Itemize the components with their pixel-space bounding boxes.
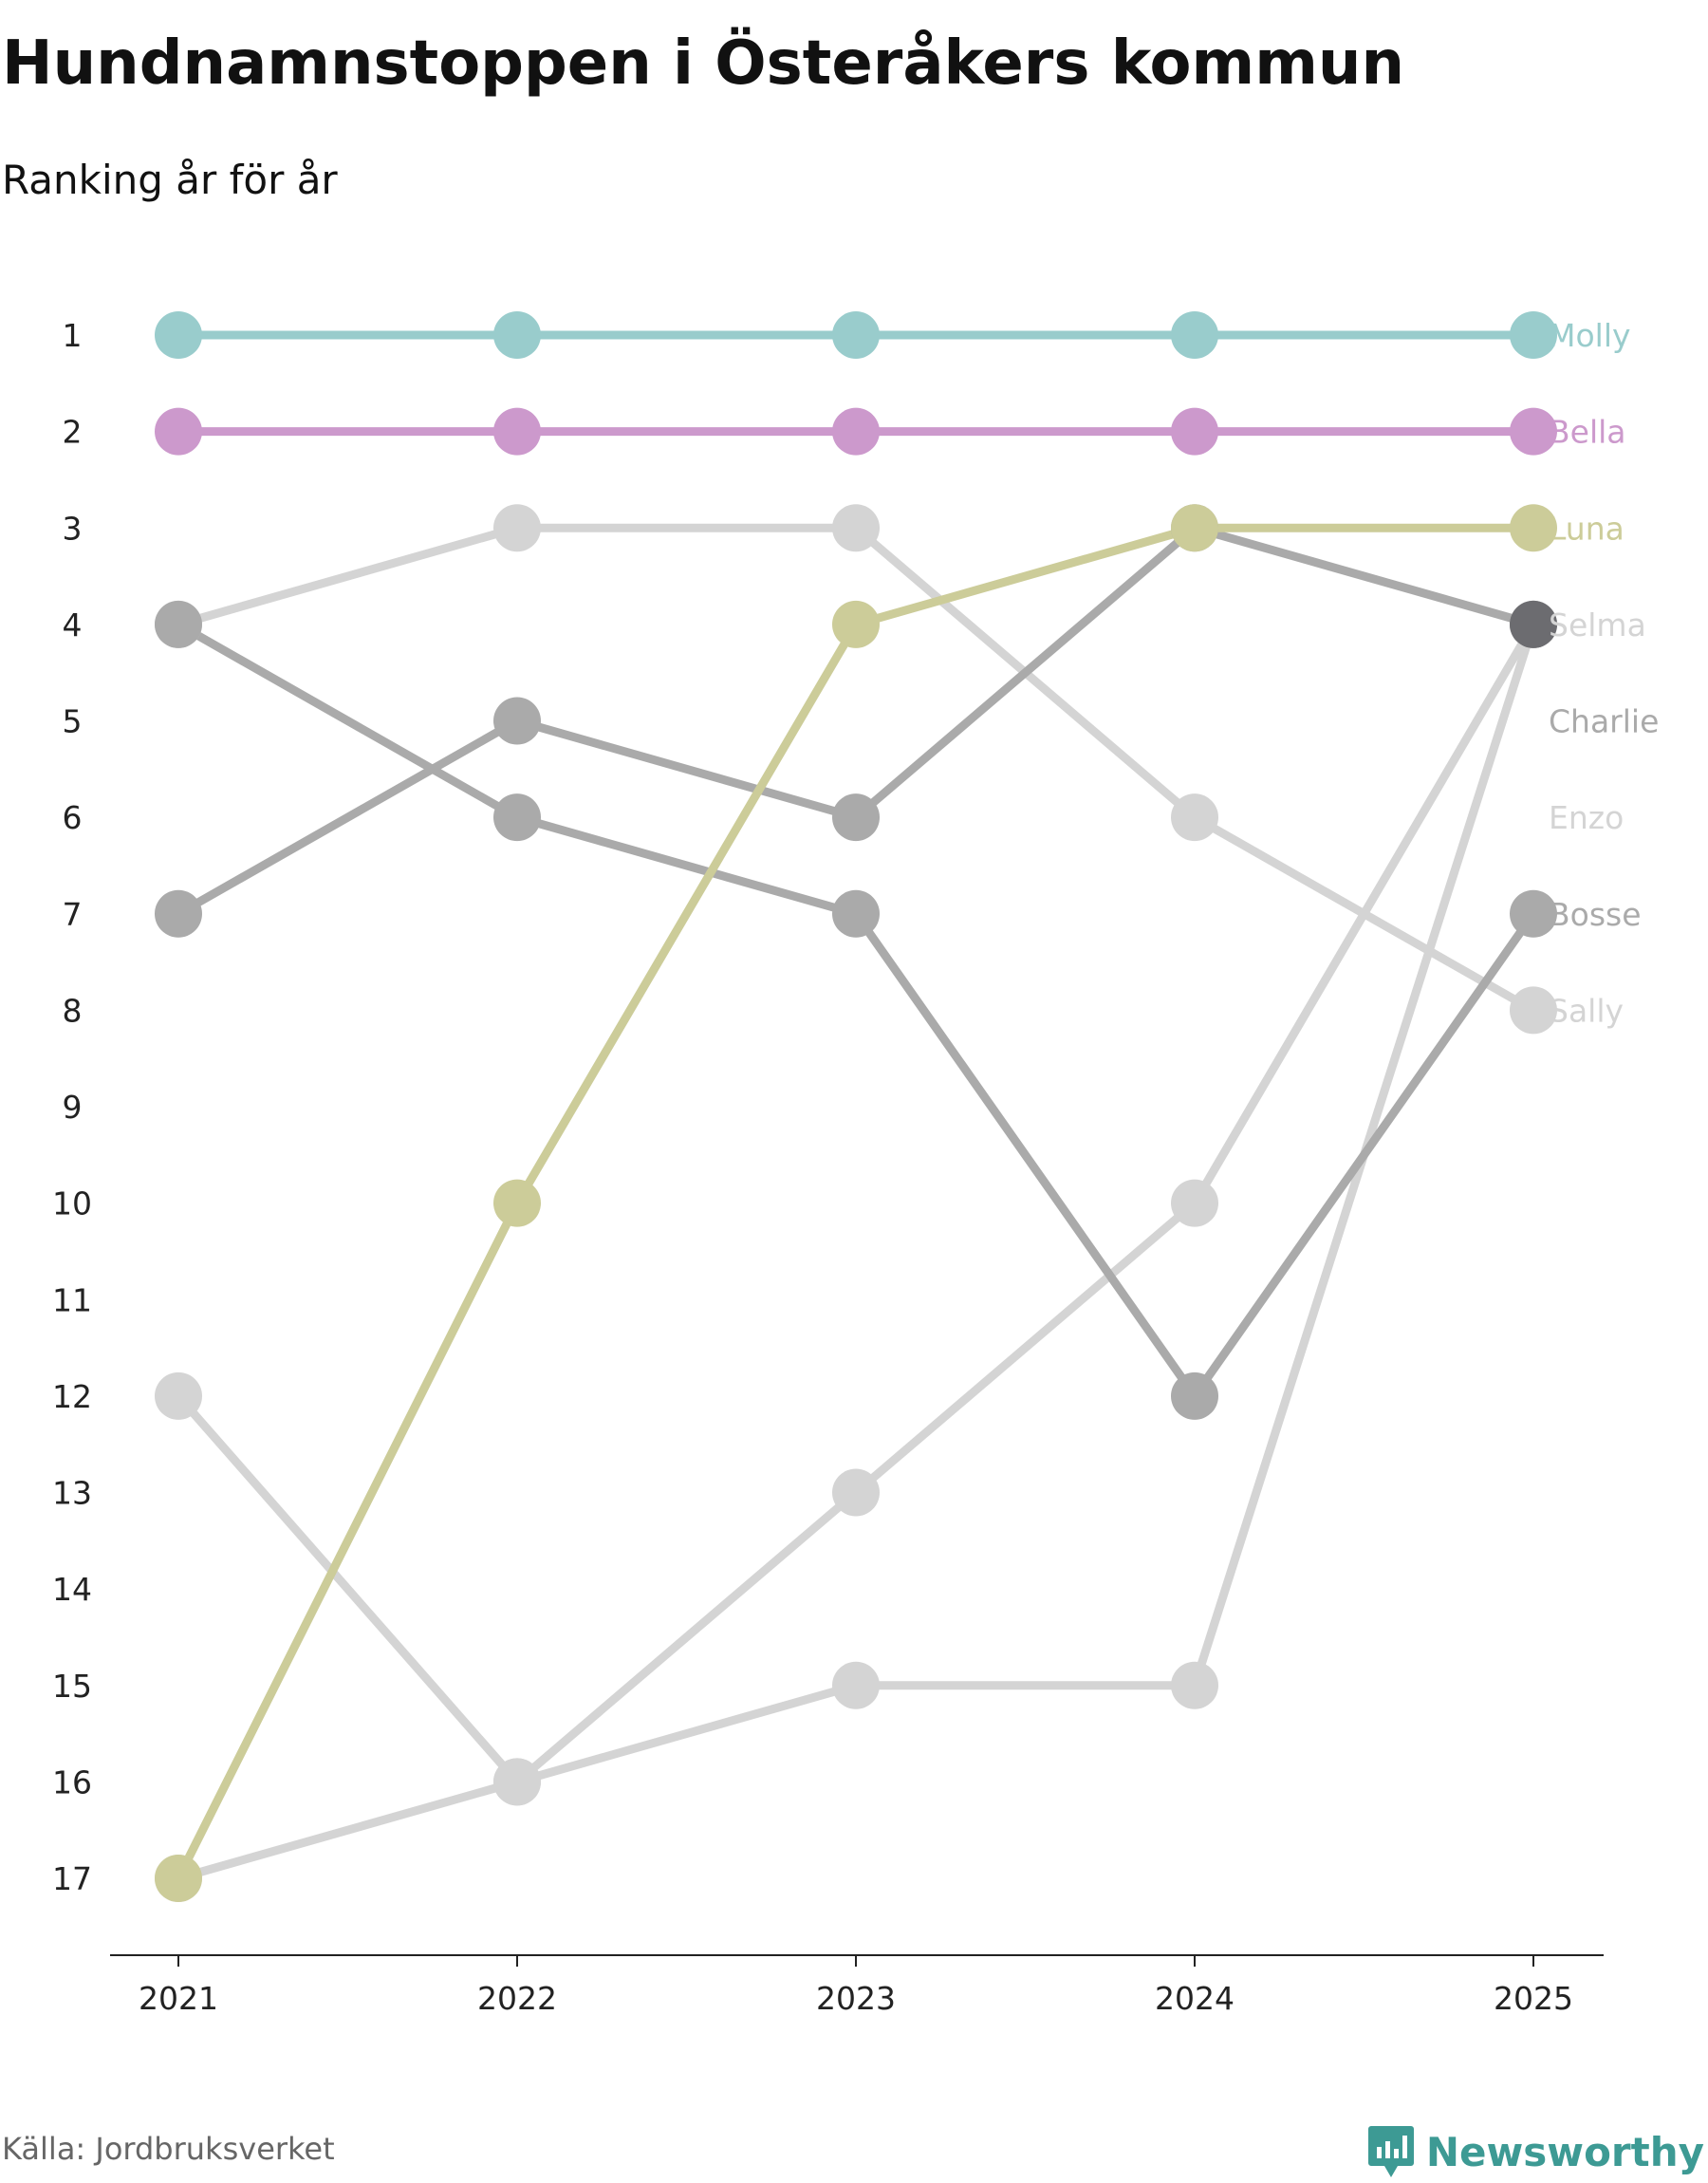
node-enzo-2023 (832, 1468, 880, 1517)
node-molly-2024 (1171, 311, 1218, 359)
node-bosse-2024 (1171, 1371, 1218, 1420)
series-label-molly: Molly (1549, 317, 1631, 354)
node-bella-2023 (832, 407, 880, 456)
y-tick-label: 17 (52, 1860, 92, 1897)
newsworthy-logo: Newsworthy (1367, 2124, 1704, 2179)
series-line-sally (176, 523, 1536, 1015)
y-tick-label: 7 (63, 896, 83, 933)
x-tick-label: 2023 (816, 1980, 896, 2017)
y-tick-label: 4 (63, 606, 83, 644)
node-charlie-2022 (493, 697, 541, 745)
y-tick-label: 14 (52, 1571, 92, 1608)
series-label-charlie: Charlie (1549, 703, 1659, 740)
node-bosse-2022 (493, 793, 541, 842)
node-sally-2023 (832, 504, 880, 552)
y-tick-label: 6 (63, 799, 83, 836)
node-molly-2022 (493, 311, 541, 359)
series-label-bosse: Bosse (1549, 896, 1642, 933)
node-bella-2021 (155, 407, 202, 456)
node-enzo-2024 (1171, 1179, 1218, 1227)
series-label-enzo: Enzo (1549, 799, 1624, 836)
x-tick-label: 2024 (1155, 1980, 1235, 2017)
y-tick-label: 16 (52, 1763, 92, 1801)
x-axis-ticks: 2021 2022 2023 2024 2025 (139, 1955, 1573, 2017)
series-label-bella: Bella (1549, 414, 1626, 451)
y-tick-label: 9 (63, 1089, 83, 1126)
node-sally-2025 (1510, 986, 1557, 1035)
node-selma-2021 (155, 1371, 202, 1420)
node-charlie-2021 (155, 889, 202, 938)
node-luna-2022 (493, 1179, 541, 1227)
x-tick-label: 2021 (139, 1980, 218, 2017)
node-bosse-2023 (832, 889, 880, 938)
series-label-sally: Sally (1549, 992, 1624, 1029)
series-labels: Sally Enzo Selma Bosse Charlie Luna Bella Molly (1549, 317, 1659, 1029)
chart-subtitle: Ranking år för år (2, 157, 338, 203)
node-molly-2023 (832, 311, 880, 359)
series-nodes (155, 311, 1557, 1902)
node-sally-2022 (493, 504, 541, 552)
node-luna-2021 (155, 1855, 202, 1902)
x-tick-label: 2025 (1494, 1980, 1573, 2017)
y-tick-label: 5 (63, 703, 83, 740)
y-tick-label: 11 (52, 1281, 92, 1318)
series-lines (174, 330, 1538, 1883)
node-tie-2025-rank-4 (1510, 600, 1557, 648)
y-tick-label: 10 (52, 1185, 92, 1222)
y-tick-label: 2 (63, 414, 83, 451)
y-tick-label: 12 (52, 1378, 92, 1415)
series-label-selma: Selma (1549, 606, 1646, 644)
chart-title: Hundnamnstoppen i Österåkers kommun (2, 28, 1404, 99)
node-sally-2024 (1171, 793, 1218, 842)
y-tick-label: 1 (63, 317, 83, 354)
node-bella-2024 (1171, 407, 1218, 456)
source-note: Källa: Jordbruksverket (2, 2131, 335, 2167)
node-luna-2025 (1510, 504, 1557, 552)
node-molly-2025 (1510, 311, 1557, 359)
series-label-luna: Luna (1549, 510, 1624, 547)
node-selma-2023 (832, 1661, 880, 1709)
node-luna-2023 (832, 600, 880, 648)
node-selma-2024 (1171, 1661, 1218, 1709)
y-tick-label: 3 (63, 510, 83, 547)
node-luna-2024 (1171, 504, 1218, 552)
node-charlie-2023 (832, 793, 880, 842)
node-bosse-2025 (1510, 889, 1557, 938)
node-molly-2021 (155, 311, 202, 359)
node-bella-2022 (493, 407, 541, 456)
x-tick-label: 2022 (477, 1980, 557, 2017)
y-tick-label: 15 (52, 1668, 92, 1705)
bar-chart-bubble-icon (1367, 2126, 1414, 2177)
node-bella-2025 (1510, 407, 1557, 456)
y-tick-label: 13 (52, 1475, 92, 1512)
node-selma-2022 (493, 1758, 541, 1806)
y-tick-label: 8 (63, 992, 83, 1029)
series-line-bosse (176, 620, 1537, 1401)
node-bosse-2021 (155, 600, 202, 648)
series-line-charlie (176, 523, 1535, 918)
brand-name: Newsworthy (1425, 2128, 1704, 2175)
